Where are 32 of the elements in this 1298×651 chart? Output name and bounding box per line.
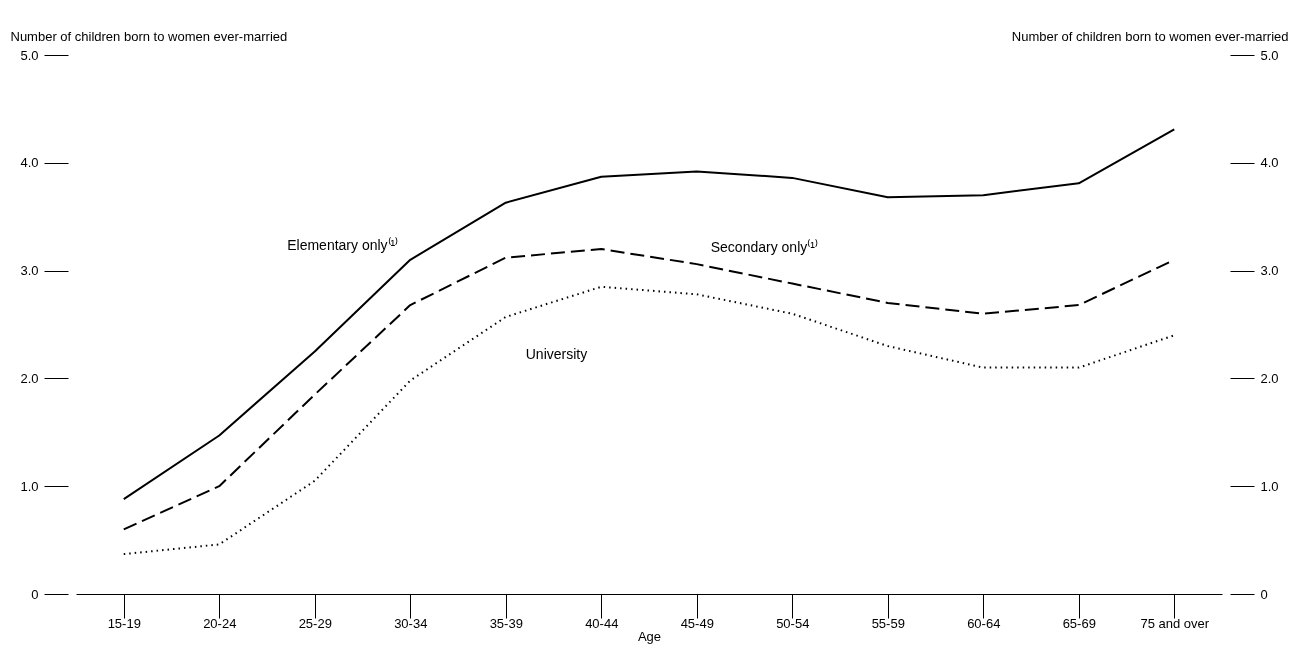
line-series [122, 285, 1176, 556]
y-tick-label: 4.0 [20, 155, 39, 171]
x-tick-label: 20-24 [203, 615, 237, 631]
y2-tick-label: 3.0 [1260, 263, 1279, 279]
x-tick-label: 30-34 [394, 615, 428, 631]
y2-tick-label: 4.0 [1260, 155, 1279, 171]
series-label: Elementary only⁽¹⁾ [287, 236, 399, 253]
x-axis-title: Age [637, 628, 662, 644]
y-tick-label: 2.0 [20, 370, 39, 386]
x-tick-label: 50-54 [776, 615, 810, 631]
x-tick-label: 60-64 [967, 615, 1001, 631]
y2-tick-label: 5.0 [1260, 47, 1279, 63]
y-axis-title: Number of children born to women ever-married [10, 28, 288, 44]
x-tick-label: 40-44 [585, 615, 619, 631]
y2-axis-title: Number of children born to women ever-married [1011, 28, 1289, 44]
y-tick-label: 3.0 [20, 263, 39, 279]
series-label: Secondary only⁽¹⁾ [710, 239, 818, 256]
y2-tick-label: 0 [1260, 586, 1268, 602]
y2-tick-label: 1.0 [1260, 478, 1279, 494]
y-tick-label: 0 [31, 586, 39, 602]
x-tick-label: 75 and over [1140, 615, 1210, 631]
x-tick-label: 65-69 [1062, 615, 1096, 631]
y-tick-label: 5.0 [20, 47, 39, 63]
x-tick-label: 25-29 [298, 615, 332, 631]
x-tick-label: 35-39 [489, 615, 523, 631]
y-tick-label: 1.0 [20, 478, 39, 494]
x-tick-label: 45-49 [680, 615, 714, 631]
x-tick-label: 15-19 [107, 615, 141, 631]
line-series [122, 128, 1176, 501]
x-tick-label: 55-59 [871, 615, 905, 631]
text: University [525, 345, 588, 362]
y2-tick-label: 2.0 [1260, 370, 1279, 386]
